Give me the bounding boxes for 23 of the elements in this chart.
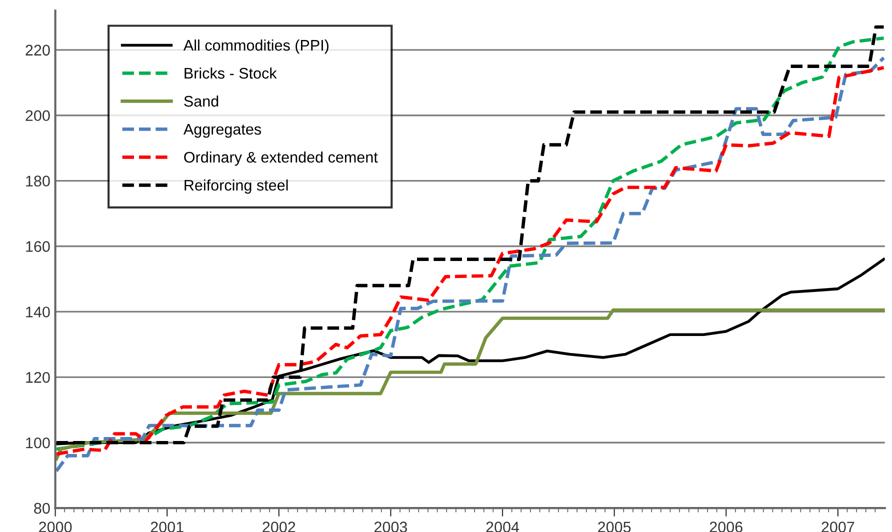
y-tick-label: 80 [34,502,50,514]
y-tick-label: 140 [26,306,50,318]
y-tick-label: 100 [26,437,50,448]
x-tick-label: 2003 [374,522,408,532]
x-tick-label: 2005 [598,522,631,532]
legend-label: Aggregates [183,124,262,138]
x-tick-label: 2002 [262,522,296,532]
x-tick-label: 2007 [822,522,854,532]
x-tick-label: 2006 [710,522,742,532]
y-tick-label: 180 [26,176,50,186]
x-tick-label: 2001 [150,522,184,532]
legend-label: Ordinary & extended cement [184,151,378,166]
legend-label: Bricks - Stock [184,67,277,79]
x-tick-label: 2004 [486,522,520,532]
legend-label: All commodities (PPI) [183,39,328,54]
y-tick-label: 120 [26,372,50,383]
y-tick-label: 220 [26,44,50,56]
legend-label: Reiforcing steel [184,179,288,194]
x-tick-label: 2000 [39,522,72,532]
y-tick-label: 160 [26,241,50,252]
line-series [55,308,885,461]
y-tick-label: 200 [26,110,50,122]
legend-label: Sand [184,95,218,107]
